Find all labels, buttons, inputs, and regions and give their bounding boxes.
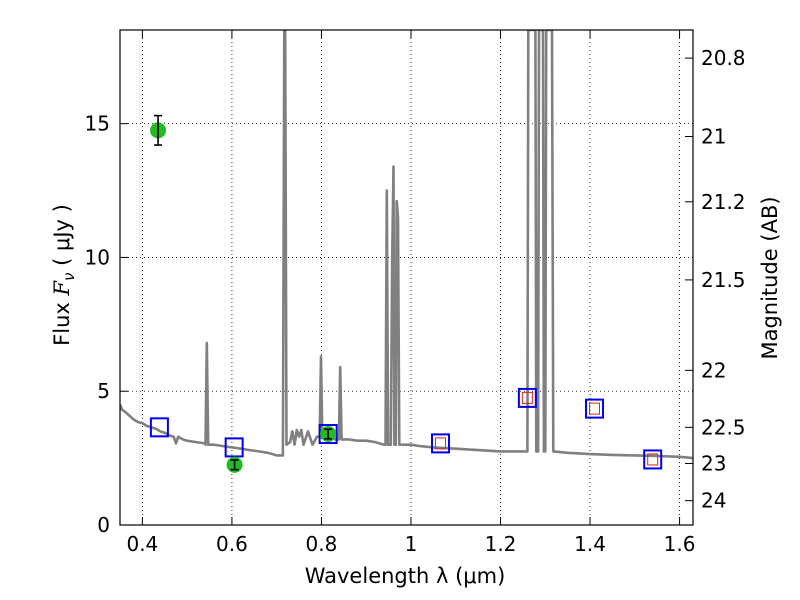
- model-photometry-square: [517, 387, 537, 408]
- y2-tick-label: 21.5: [701, 268, 746, 292]
- x-axis-ticks: 0.4 0.6 0.8 1 1.2 1.4 1.6: [126, 30, 695, 556]
- model-spectrum: [120, 30, 693, 460]
- y-axis-label-symbol: F: [50, 280, 74, 297]
- y-axis-label-subscript: ν: [60, 273, 78, 281]
- model-photometry-square: [224, 437, 244, 458]
- y-tick-label: 0: [97, 513, 110, 537]
- x-tick-label: 1: [405, 532, 418, 556]
- upper-limit-marker: [589, 402, 601, 415]
- model-photometry-square: [585, 398, 605, 419]
- x-tick-label: 1.4: [574, 532, 606, 556]
- model-photometry-square: [643, 449, 663, 470]
- model-photometry-square: [318, 424, 338, 445]
- y2-axis-label: Magnitude (AB): [758, 196, 782, 359]
- y-axis-label: Flux Fν ( μJy ): [50, 204, 78, 346]
- y2-tick-label: 21: [701, 124, 726, 148]
- spectrum-line: [120, 30, 693, 460]
- y2-tick-label: 23: [701, 451, 726, 475]
- x-tick-label: 0.6: [216, 532, 248, 556]
- model-photometry-square: [149, 417, 169, 438]
- y2-tick-label: 22.5: [701, 415, 746, 439]
- x-tick-label: 1.2: [485, 532, 517, 556]
- plot-frame: [119, 29, 694, 526]
- y-tick-label: 5: [97, 379, 110, 403]
- model-photometry-square: [431, 433, 451, 454]
- y2-tick-label: 22: [701, 358, 726, 382]
- y-axis-label-prefix: Flux: [50, 296, 74, 346]
- grid-lines: [120, 30, 693, 525]
- y2-tick-label: 20.8: [701, 46, 746, 70]
- y-tick-label: 15: [85, 112, 110, 136]
- x-tick-label: 1.6: [664, 532, 696, 556]
- y-axis-label-suffix: ( μJy ): [50, 204, 74, 272]
- x-axis-label: Wavelength λ (μm): [305, 564, 506, 588]
- upper-limit-marker: [647, 453, 659, 466]
- y2-tick-label: 24: [701, 489, 726, 513]
- y2-axis-ticks: 20.8 21 21.2 21.5 22 22.5 23 24: [685, 46, 746, 513]
- upper-limit-marker: [521, 391, 533, 404]
- upper-limit-marker: [435, 437, 447, 450]
- model-photometry-layer: [149, 387, 663, 470]
- y-tick-label: 10: [85, 245, 110, 269]
- observed-points-layer: [150, 114, 337, 473]
- y2-tick-label: 21.2: [701, 190, 746, 214]
- y-axis-ticks: 0 5 10 15: [85, 112, 128, 537]
- x-tick-label: 0.4: [126, 532, 158, 556]
- x-tick-label: 0.8: [306, 532, 338, 556]
